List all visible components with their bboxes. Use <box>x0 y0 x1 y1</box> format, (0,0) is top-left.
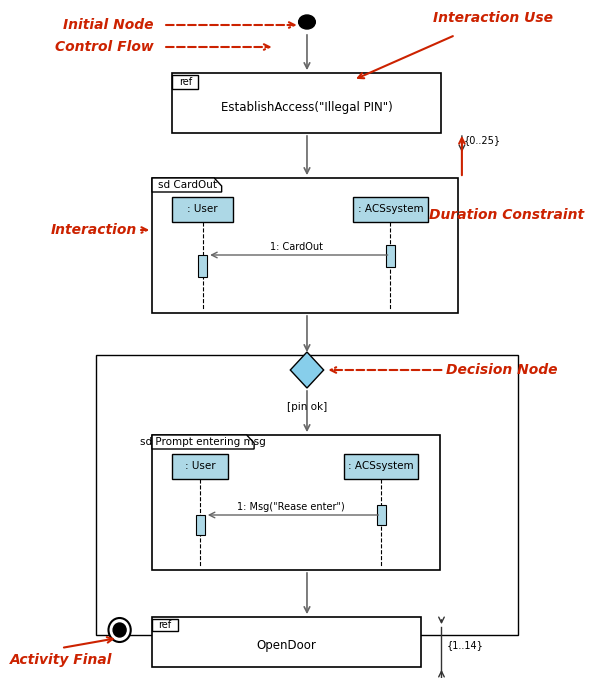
FancyBboxPatch shape <box>152 435 440 570</box>
Text: ref: ref <box>179 77 192 87</box>
FancyBboxPatch shape <box>386 245 395 267</box>
Text: sd Prompt entering msg: sd Prompt entering msg <box>140 437 266 447</box>
Text: {1..14}: {1..14} <box>446 640 483 650</box>
FancyBboxPatch shape <box>198 255 207 277</box>
Polygon shape <box>152 435 254 449</box>
FancyBboxPatch shape <box>353 197 427 222</box>
Text: : ACSsystem: : ACSsystem <box>358 204 423 214</box>
Text: OpenDoor: OpenDoor <box>256 639 317 652</box>
FancyBboxPatch shape <box>173 75 199 89</box>
Text: Decision Node: Decision Node <box>446 363 558 377</box>
Text: Activity Final: Activity Final <box>10 653 112 667</box>
Text: Initial Node: Initial Node <box>63 18 154 32</box>
Text: 1: CardOut: 1: CardOut <box>270 242 323 252</box>
Text: Interaction Use: Interaction Use <box>433 11 553 25</box>
FancyBboxPatch shape <box>196 515 205 535</box>
FancyBboxPatch shape <box>152 617 421 667</box>
Text: : User: : User <box>185 461 216 471</box>
Text: 1: Msg("Rease enter"): 1: Msg("Rease enter") <box>237 502 345 512</box>
FancyBboxPatch shape <box>173 197 233 222</box>
FancyBboxPatch shape <box>173 454 228 479</box>
Text: Interaction: Interaction <box>50 223 137 237</box>
FancyBboxPatch shape <box>152 178 458 313</box>
Text: [pin ok]: [pin ok] <box>287 402 327 412</box>
Text: sd CardOut: sd CardOut <box>158 180 217 190</box>
Text: {0..25}: {0..25} <box>464 135 501 145</box>
FancyBboxPatch shape <box>152 619 178 631</box>
Text: ref: ref <box>158 620 171 630</box>
FancyBboxPatch shape <box>173 73 441 133</box>
Polygon shape <box>290 352 324 388</box>
Circle shape <box>113 623 126 637</box>
FancyBboxPatch shape <box>376 505 386 525</box>
Text: : User: : User <box>187 204 218 214</box>
Ellipse shape <box>298 15 316 29</box>
Text: Control Flow: Control Flow <box>55 40 154 54</box>
Text: : ACSsystem: : ACSsystem <box>348 461 414 471</box>
Circle shape <box>109 618 131 642</box>
FancyBboxPatch shape <box>344 454 418 479</box>
Text: EstablishAccess("Illegal PIN"): EstablishAccess("Illegal PIN") <box>221 102 393 115</box>
Text: Duration Constraint: Duration Constraint <box>429 208 584 222</box>
Polygon shape <box>152 178 222 192</box>
